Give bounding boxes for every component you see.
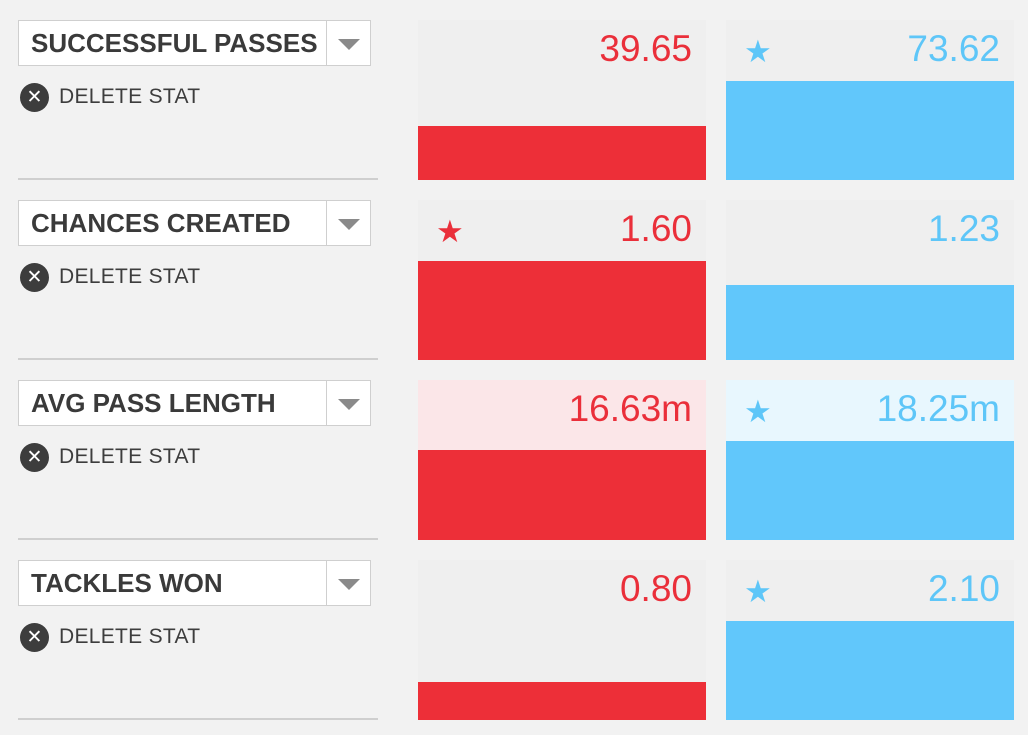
team-a-value: 16.63m	[568, 388, 692, 429]
star-icon: ★	[436, 214, 464, 250]
delete-stat-button[interactable]: ✕ DELETE STAT	[20, 442, 200, 472]
delete-stat-label: DELETE STAT	[59, 625, 201, 648]
stat-row: TACKLES WON ✕ DELETE STAT ★ 0.80 ★ 2.10	[0, 540, 1028, 720]
dropdown-button[interactable]	[326, 561, 370, 605]
delete-stat-label: DELETE STAT	[59, 445, 201, 468]
stat-select[interactable]: CHANCES CREATED	[18, 200, 371, 246]
close-circle-icon[interactable]: ✕	[20, 262, 49, 292]
chevron-down-icon	[338, 399, 360, 410]
chevron-down-icon	[338, 579, 360, 590]
stat-select[interactable]: TACKLES WON	[18, 560, 371, 606]
delete-stat-label: DELETE STAT	[59, 85, 201, 108]
delete-stat-button[interactable]: ✕ DELETE STAT	[20, 82, 200, 112]
stat-select-label: TACKLES WON	[31, 568, 223, 598]
team-a-stat-cell: ★ 1.60	[418, 200, 706, 360]
star-icon: ★	[744, 394, 772, 430]
dropdown-button[interactable]	[326, 21, 370, 65]
team-a-stat-cell: ★ 39.65	[418, 20, 706, 180]
team-a-stat-cell: ★ 16.63m	[418, 380, 706, 540]
team-b-bar	[726, 284, 1014, 360]
row-divider	[18, 718, 378, 720]
team-a-bar	[418, 260, 706, 360]
close-circle-icon[interactable]: ✕	[20, 82, 49, 112]
team-a-stat-cell: ★ 0.80	[418, 560, 706, 720]
team-b-stat-cell: ★ 1.23	[726, 200, 1014, 360]
delete-stat-button[interactable]: ✕ DELETE STAT	[20, 262, 200, 292]
stat-row: AVG PASS LENGTH ✕ DELETE STAT ★ 16.63m ★…	[0, 360, 1028, 540]
team-b-stat-cell: ★ 2.10	[726, 560, 1014, 720]
row-divider	[18, 358, 378, 360]
stat-select-label: AVG PASS LENGTH	[31, 388, 276, 418]
star-icon: ★	[744, 34, 772, 70]
chevron-down-icon	[338, 219, 360, 230]
row-divider	[18, 178, 378, 180]
team-b-stat-cell: ★ 18.25m	[726, 380, 1014, 540]
close-circle-icon[interactable]: ✕	[20, 442, 49, 472]
row-divider	[18, 538, 378, 540]
team-b-value: 1.23	[927, 208, 1000, 249]
stat-select-label: CHANCES CREATED	[31, 208, 291, 238]
team-b-value: 18.25m	[876, 388, 1000, 429]
team-a-value: 0.80	[619, 568, 692, 609]
team-b-value: 73.62	[907, 28, 1000, 69]
team-a-bar	[418, 450, 706, 540]
team-b-bar	[726, 440, 1014, 540]
stat-select-label: SUCCESSFUL PASSES	[31, 28, 318, 58]
stat-select[interactable]: AVG PASS LENGTH	[18, 380, 371, 426]
team-a-value: 1.60	[619, 208, 692, 249]
stat-select[interactable]: SUCCESSFUL PASSES	[18, 20, 371, 66]
close-circle-icon[interactable]: ✕	[20, 622, 49, 652]
team-b-value: 2.10	[927, 568, 1000, 609]
team-a-value: 39.65	[599, 28, 692, 69]
team-b-bar	[726, 620, 1014, 720]
delete-stat-button[interactable]: ✕ DELETE STAT	[20, 622, 200, 652]
stat-row: SUCCESSFUL PASSES ✕ DELETE STAT ★ 39.65 …	[0, 0, 1028, 180]
star-icon: ★	[744, 574, 772, 610]
chevron-down-icon	[338, 39, 360, 50]
delete-stat-label: DELETE STAT	[59, 265, 201, 288]
dropdown-button[interactable]	[326, 381, 370, 425]
dropdown-button[interactable]	[326, 201, 370, 245]
team-a-bar	[418, 681, 706, 720]
team-b-stat-cell: ★ 73.62	[726, 20, 1014, 180]
stat-row: CHANCES CREATED ✕ DELETE STAT ★ 1.60 ★ 1…	[0, 180, 1028, 360]
team-a-bar	[418, 125, 706, 180]
team-b-bar	[726, 80, 1014, 180]
